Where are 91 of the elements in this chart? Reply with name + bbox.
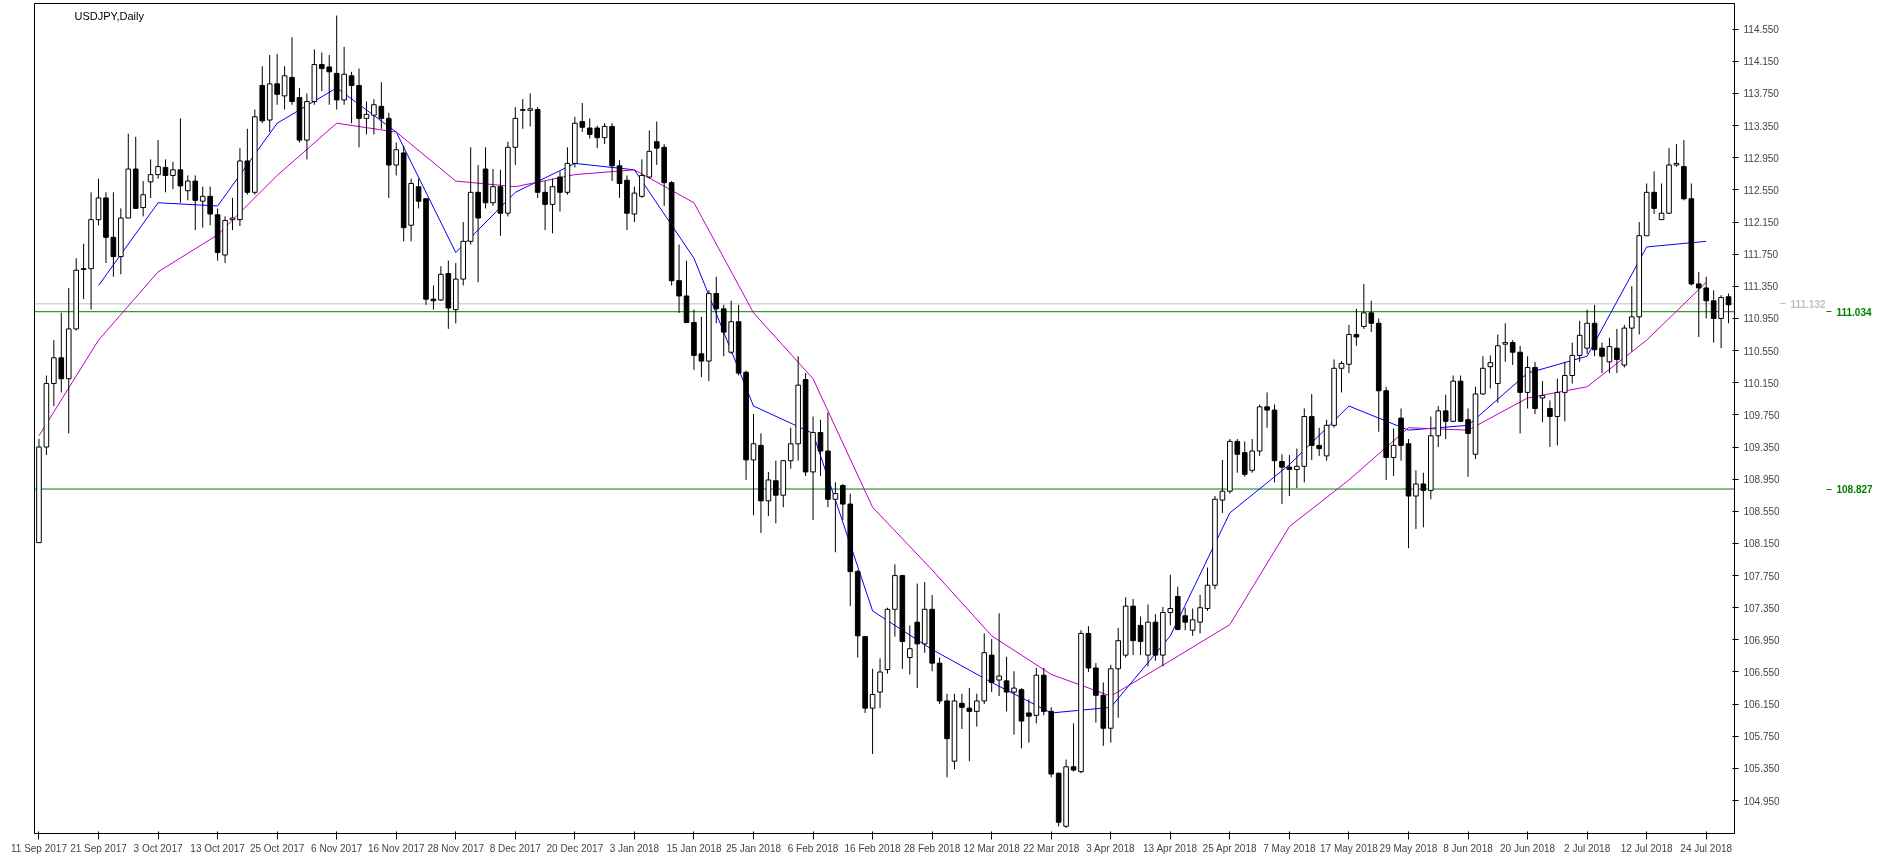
x-tick-label: 3 Jan 2018 [609,842,660,854]
candlestick [869,668,876,755]
x-tick-label: 29 May 2018 [1379,842,1438,854]
x-tick-label: 20 Dec 2017 [546,842,604,854]
text: USDJPY,Daily [74,9,145,22]
y-tick-label: 104.950 [1743,795,1781,807]
y-tick-label: 105.750 [1743,731,1781,743]
x-tick-label: 13 Oct 2017 [190,842,246,854]
candlestick [1695,271,1702,338]
y-tick-label: 107.350 [1743,602,1781,614]
y-tick-label: 114.150 [1743,56,1780,68]
candlestick [363,101,370,135]
x-tick-label: 16 Nov 2017 [367,842,426,854]
candlestick [1539,380,1546,423]
x-tick-label: 2 Jul 2018 [1564,842,1611,854]
y-tick-label: 111.350 [1743,281,1779,293]
candlestick [1509,339,1516,366]
x-tick-label: 22 Mar 2018 [1023,842,1080,854]
ref-line-label: 108.827 [1836,484,1874,496]
y-tick-label: 112.950 [1743,152,1780,164]
x-tick-label: 28 Feb 2018 [904,842,961,854]
x-tick-label: 12 Jul 2018 [1620,842,1673,854]
y-tick-label: 113.350 [1743,120,1780,132]
y-tick-label: 109.350 [1743,442,1781,454]
y-tick-label: 110.550 [1743,345,1780,357]
y-tick-label: 113.750 [1743,88,1780,100]
candlestick [914,583,921,689]
y-tick-label: 112.150 [1743,217,1780,229]
ref-line-label: 111.132 [1790,298,1826,310]
candlestick [1725,293,1732,324]
y-tick-label: 110.150 [1743,377,1780,389]
candlestick [348,71,355,124]
x-tick-label: 8 Jun 2018 [1443,842,1494,854]
candlestick [162,158,169,193]
candlestick [549,178,556,234]
x-tick-label: 6 Feb 2018 [787,842,839,854]
y-tick-label: 106.950 [1743,634,1781,646]
candlestick [973,693,980,728]
candlestick [959,693,965,730]
candlestick [1703,276,1710,319]
x-tick-label: 28 Nov 2017 [427,842,485,854]
x-tick-label: 24 Jul 2018 [1680,842,1733,854]
x-tick-label: 21 Sep 2017 [70,842,128,854]
x-tick-label: 3 Apr 2018 [1086,842,1136,854]
y-tick-label: 110.950 [1743,313,1780,325]
candlestick [750,413,757,516]
candlestick [147,158,154,199]
ref-line-label: 111.034 [1836,306,1872,318]
x-tick-label: 3 Oct 2017 [133,842,183,854]
candlestick [542,180,548,231]
candlestick [840,483,846,521]
candlestick [155,139,161,180]
candlestick [966,687,973,762]
candlestick [877,657,883,709]
candlestick [1338,360,1345,393]
y-tick-label: 108.550 [1743,506,1781,518]
y-tick-label: 108.950 [1743,474,1781,486]
x-tick-label: 11 Sep 2017 [10,842,68,854]
candlestick [1502,322,1509,363]
y-tick-label: 112.550 [1743,184,1780,196]
y-tick-label: 106.150 [1743,699,1781,711]
candlestick [1294,448,1300,489]
x-tick-label: 6 Nov 2017 [311,842,363,854]
x-tick-label: 8 Dec 2017 [489,842,542,854]
x-tick-label: 16 Feb 2018 [844,842,902,854]
candlestick [1628,285,1635,352]
y-tick-label: 111.750 [1743,249,1779,261]
x-tick-label: 13 Apr 2018 [1143,842,1198,854]
x-tick-label: 25 Apr 2018 [1202,842,1257,854]
y-tick-label: 107.750 [1743,570,1781,582]
x-tick-label: 25 Oct 2017 [249,842,305,854]
candlestick [229,197,236,231]
x-tick-label: 25 Jan 2018 [725,842,782,854]
candlestick [616,159,623,199]
y-tick-label: 108.150 [1743,538,1781,550]
x-tick-label: 12 Mar 2018 [963,842,1021,854]
x-tick-label: 15 Jan 2018 [666,842,722,854]
y-tick-label: 114.550 [1743,24,1780,36]
x-tick-label: 17 May 2018 [1320,842,1379,854]
x-tick-label: 7 May 2018 [1263,842,1316,854]
y-tick-label: 106.550 [1743,667,1781,678]
y-tick-label: 105.350 [1743,763,1781,775]
candlestick [907,624,913,675]
candlestick [1487,354,1494,389]
candlestick [95,178,102,226]
candlestick [80,243,87,300]
candlestick [1673,143,1680,168]
candlestick [817,419,824,477]
candlestick [787,427,794,470]
x-tick-label: 20 Jun 2018 [1500,842,1556,854]
y-tick-label: 109.750 [1743,409,1781,421]
